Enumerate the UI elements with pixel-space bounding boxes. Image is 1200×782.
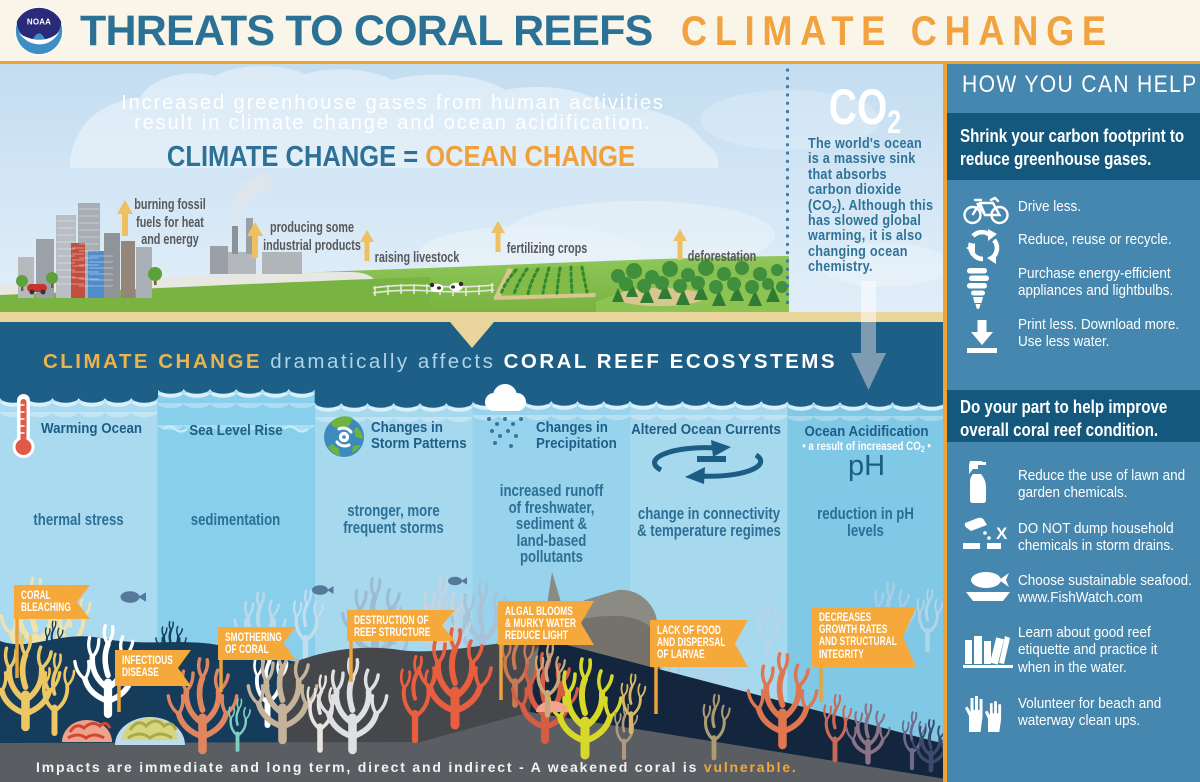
- svg-text:NOAA: NOAA: [27, 18, 51, 27]
- svg-text:X: X: [996, 524, 1008, 543]
